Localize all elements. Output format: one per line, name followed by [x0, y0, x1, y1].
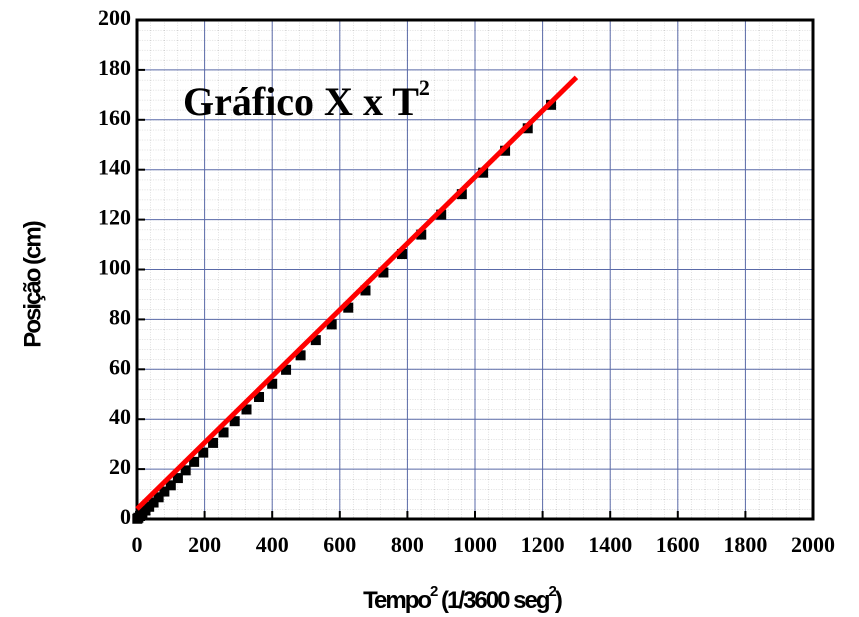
- y-axis-label: Posição (cm): [19, 221, 46, 347]
- y-tick-label: 60: [109, 354, 131, 379]
- data-point: [295, 350, 306, 361]
- data-point: [180, 465, 191, 476]
- data-point: [267, 378, 278, 389]
- x-tick-label: 1000: [453, 532, 497, 557]
- data-point: [326, 319, 337, 330]
- data-point: [198, 447, 209, 458]
- data-point: [159, 486, 170, 497]
- data-point: [254, 391, 265, 402]
- data-point: [172, 473, 183, 484]
- x-tick-label: 0: [132, 532, 143, 557]
- x-tick-label: 1800: [723, 532, 767, 557]
- data-point: [396, 249, 407, 260]
- x-tick-label: 1200: [521, 532, 565, 557]
- data-point: [378, 267, 389, 278]
- y-tick-label: 180: [98, 55, 131, 80]
- data-point: [241, 404, 252, 415]
- x-axis-label: Tempo2 (1/3600 seg2): [363, 583, 562, 614]
- x-tick-label: 800: [391, 532, 424, 557]
- data-point: [229, 416, 240, 427]
- x-tick-label: 600: [323, 532, 356, 557]
- x-tick-label: 1400: [588, 532, 632, 557]
- data-point: [281, 364, 292, 375]
- y-tick-label: 160: [98, 105, 131, 130]
- data-point: [360, 285, 371, 296]
- title-sup: 2: [419, 75, 430, 100]
- data-point: [310, 335, 321, 346]
- x-tick-label: 1600: [656, 532, 700, 557]
- x-tick-label: 400: [256, 532, 289, 557]
- data-point: [153, 492, 164, 503]
- title-main: Gráfico X x T: [183, 79, 419, 124]
- data-point: [436, 209, 447, 220]
- x-label-part: ): [555, 587, 562, 614]
- x-label-sup: 2: [548, 583, 556, 600]
- y-tick-label: 0: [120, 504, 131, 529]
- y-tick-label: 100: [98, 255, 131, 280]
- data-point: [148, 497, 159, 508]
- chart-title: Gráfico X x T2: [183, 75, 430, 124]
- y-tick-label: 20: [109, 454, 131, 479]
- y-tick-label: 200: [98, 5, 131, 30]
- fit-line: [135, 75, 579, 511]
- data-point: [165, 480, 176, 491]
- y-tick-label: 120: [98, 205, 131, 230]
- data-point: [208, 437, 219, 448]
- y-tick-label: 140: [98, 155, 131, 180]
- x-label-part: (1/3600 seg: [436, 587, 549, 614]
- data-point: [456, 189, 467, 200]
- data-point: [343, 302, 354, 313]
- data-point: [218, 427, 229, 438]
- x-tick-label: 2000: [791, 532, 835, 557]
- x-label-sup: 2: [430, 583, 438, 600]
- x-tick-label: 200: [188, 532, 221, 557]
- y-tick-label: 80: [109, 304, 131, 329]
- data-point: [478, 167, 489, 178]
- x-label-part: Tempo: [363, 587, 431, 614]
- data-point: [189, 456, 200, 467]
- y-tick-label: 40: [109, 404, 131, 429]
- data-point: [416, 229, 427, 240]
